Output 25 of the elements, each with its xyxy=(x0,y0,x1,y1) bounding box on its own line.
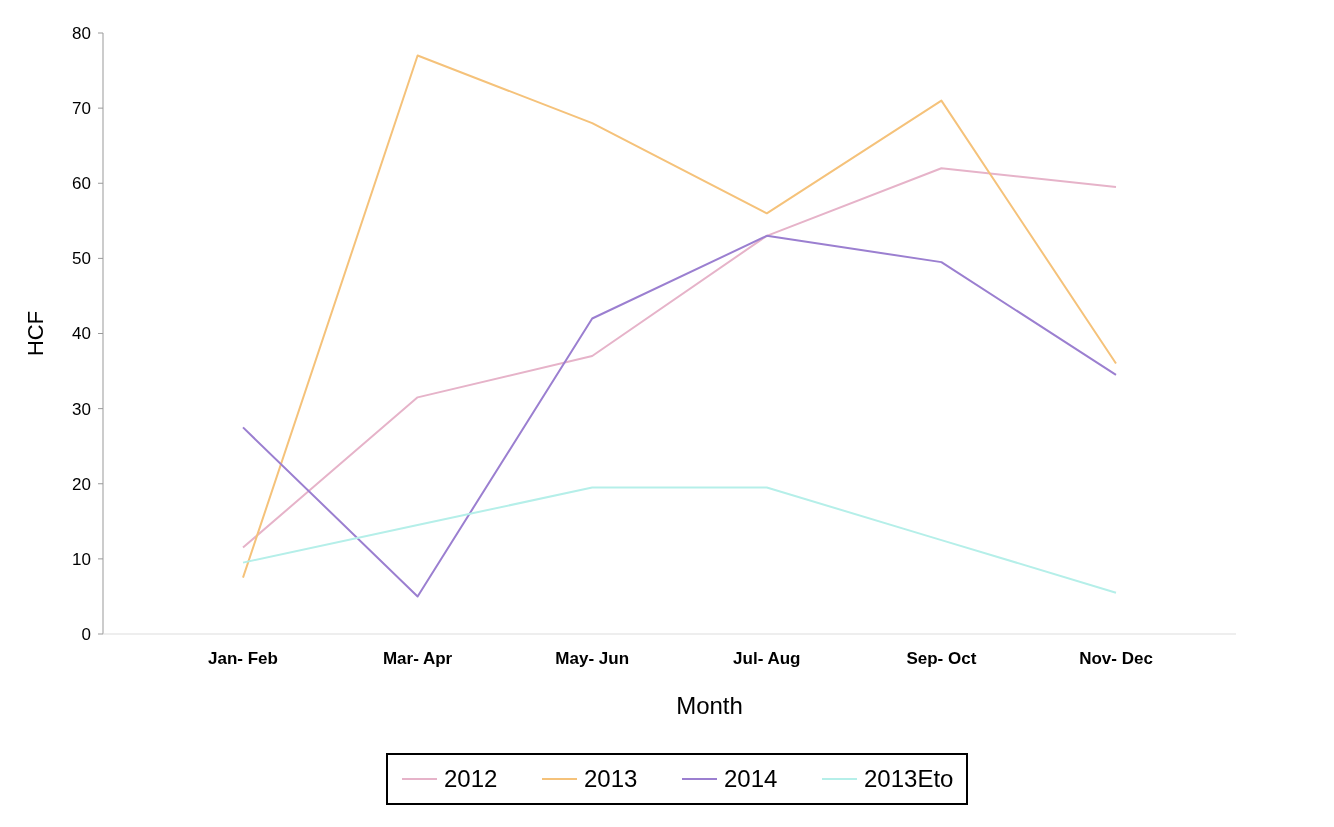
y-tick-label: 30 xyxy=(72,399,91,419)
y-tick-label: 70 xyxy=(72,99,91,119)
legend-label: 2014 xyxy=(724,765,778,793)
x-tick-label: Jul- Aug xyxy=(733,649,801,668)
x-axis-title: Month xyxy=(676,692,743,719)
line-series xyxy=(242,54,1117,579)
line-series xyxy=(242,167,1117,549)
line-series xyxy=(242,234,1117,598)
y-tick-label: 40 xyxy=(72,324,91,344)
legend-label: 2013 xyxy=(584,765,638,793)
y-tick-label: 80 xyxy=(72,23,91,43)
x-tick-label: Sep- Oct xyxy=(906,649,977,668)
x-tick-label: May- Jun xyxy=(555,649,630,668)
y-axis-title: HCF xyxy=(23,310,48,357)
legend-label: 2012 xyxy=(444,765,498,793)
line-series xyxy=(242,486,1117,594)
legend-label: 2013Eto xyxy=(864,765,954,793)
x-tick-label: Nov- Dec xyxy=(1079,649,1153,668)
y-tick-label: 10 xyxy=(72,549,91,569)
x-tick-label: Mar- Apr xyxy=(382,649,453,668)
y-tick-label: 0 xyxy=(81,624,91,644)
y-tick-label: 20 xyxy=(72,474,91,494)
y-tick-label: 60 xyxy=(72,174,91,194)
y-tick-label: 50 xyxy=(72,249,91,269)
x-tick-label: Jan- Feb xyxy=(208,649,278,668)
